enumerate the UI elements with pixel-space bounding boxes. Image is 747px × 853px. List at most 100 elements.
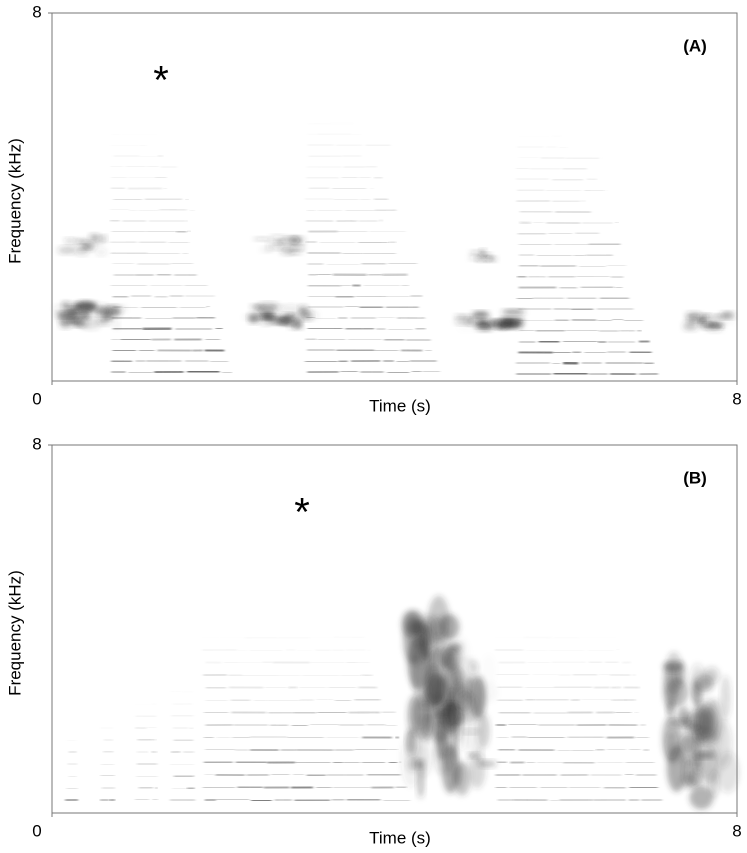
harmonic (567, 710, 593, 716)
harmonic (231, 710, 266, 715)
noise (484, 256, 498, 262)
harmonic (415, 326, 426, 331)
noise (450, 666, 462, 687)
harmonic (157, 153, 164, 159)
harmonic (272, 660, 310, 666)
panel: 0 8 8 Time (s) Frequency (kHz) (A) * (5, 2, 741, 415)
noise (292, 315, 302, 326)
noise (714, 318, 735, 325)
harmonic (110, 185, 125, 191)
harmonic (512, 798, 548, 802)
x-tick-label: 8 (732, 821, 741, 840)
harmonic (291, 785, 313, 790)
harmonic (174, 336, 202, 343)
noise (456, 689, 473, 713)
harmonic (586, 177, 598, 182)
noise (102, 313, 111, 320)
noise (259, 315, 274, 325)
noise (480, 682, 498, 702)
harmonic (494, 647, 524, 653)
noise (501, 309, 525, 315)
noise (693, 726, 702, 775)
harmonic (358, 685, 377, 690)
noise (401, 610, 421, 640)
harmonic (359, 304, 384, 310)
harmonic (518, 747, 555, 753)
harmonic (112, 294, 129, 299)
noise (277, 315, 295, 320)
harmonic (171, 750, 181, 754)
harmonic (110, 218, 120, 223)
noise (416, 759, 425, 799)
noise (421, 693, 437, 743)
harmonic (152, 737, 157, 743)
noise (84, 236, 101, 245)
harmonic (518, 350, 553, 355)
harmonic (374, 197, 389, 202)
noise (714, 324, 723, 330)
noise (67, 243, 75, 251)
harmonic (68, 749, 77, 755)
harmonic (395, 735, 400, 740)
harmonic (535, 328, 565, 333)
noise (445, 651, 457, 673)
harmonic (192, 348, 203, 353)
harmonic (306, 773, 326, 777)
noise (61, 301, 70, 311)
harmonic (307, 284, 342, 288)
harmonic (270, 723, 289, 727)
harmonic (540, 264, 576, 268)
noise (479, 249, 487, 256)
harmonic (245, 637, 278, 638)
noise (698, 706, 719, 746)
harmonic (622, 660, 631, 665)
harmonic (336, 145, 362, 146)
noise (475, 324, 492, 332)
spectrogram (65, 595, 740, 810)
harmonic (345, 326, 375, 331)
noise (57, 246, 77, 254)
harmonic (610, 371, 636, 377)
harmonic (534, 697, 569, 703)
harmonic (336, 219, 357, 223)
harmonic (495, 722, 507, 728)
x-axis-label: Time (s) (369, 396, 431, 415)
harmonic (138, 785, 154, 790)
harmonic (546, 220, 581, 226)
noise (701, 323, 718, 330)
harmonic (519, 209, 553, 215)
harmonic (156, 273, 172, 277)
noise (689, 785, 714, 810)
harmonic (135, 725, 147, 731)
harmonic (375, 208, 397, 212)
harmonic (373, 175, 383, 180)
harmonic (497, 698, 523, 702)
harmonic (608, 723, 638, 728)
noise (477, 319, 486, 324)
x-tick-label: 0 (32, 389, 41, 408)
harmonic (205, 723, 233, 727)
noise (75, 246, 89, 256)
harmonic (204, 347, 225, 353)
harmonic (619, 329, 636, 333)
harmonic (517, 188, 544, 193)
harmonic (316, 650, 331, 651)
noise (248, 313, 260, 323)
harmonic (176, 229, 187, 235)
harmonic (401, 349, 423, 352)
harmonic (250, 747, 279, 753)
harmonic (559, 286, 577, 290)
harmonic (555, 209, 591, 215)
harmonic (154, 369, 184, 375)
harmonic (397, 316, 425, 320)
noise (499, 316, 511, 326)
spectrogram (53, 142, 735, 377)
harmonic (516, 199, 550, 204)
harmonic (203, 760, 233, 764)
harmonic (296, 747, 334, 753)
harmonic (562, 166, 587, 172)
harmonic (228, 685, 264, 690)
harmonic (497, 685, 523, 690)
harmonic (103, 738, 114, 742)
